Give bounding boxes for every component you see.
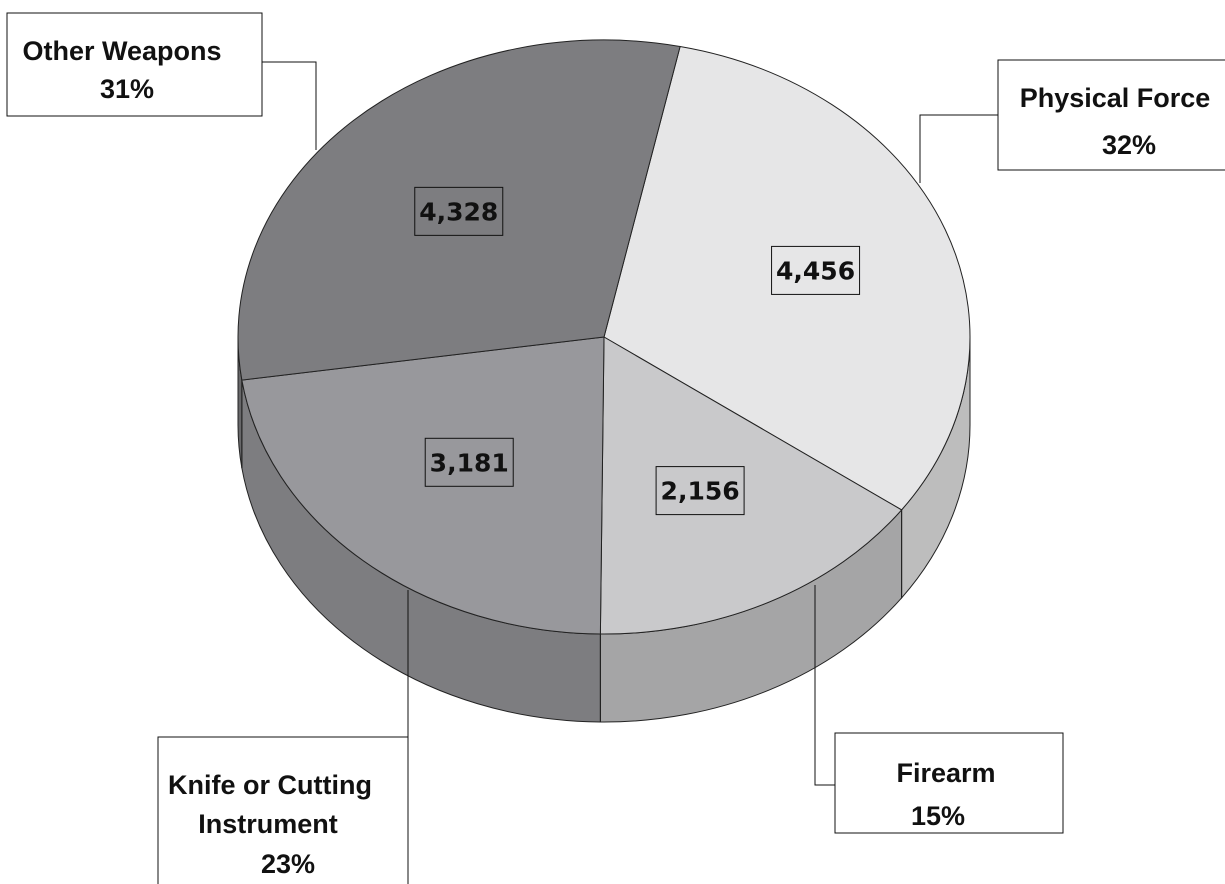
- callout-percent: 23%: [261, 849, 315, 879]
- leader-line: [919, 114, 998, 183]
- pie-value-labels: 4,456 2,156 3,181 4,328: [414, 186, 861, 516]
- callout-box: [997, 59, 1225, 171]
- leader-line: [262, 61, 317, 150]
- callout-name: Knife or Cutting: [168, 770, 372, 800]
- pie-side-walls: [237, 336, 971, 723]
- value-label-box: [424, 437, 514, 487]
- value-label: 2,156: [661, 477, 740, 506]
- callout-box: [834, 732, 1064, 834]
- callout-other-weapons: Other Weapons 31%: [6, 12, 317, 150]
- value-label: 4,328: [419, 197, 498, 226]
- pie-callouts: Physical Force 32% Firearm 15% Knife or Cutt…: [6, 12, 1225, 884]
- callout-percent: 15%: [911, 801, 965, 831]
- callout-knife-or-cutting-instrument: Knife or Cutting Instrument 23%: [157, 590, 409, 884]
- callout-physical-force: Physical Force 32%: [919, 59, 1225, 183]
- callout-percent: 32%: [1102, 130, 1156, 160]
- callout-box: [6, 12, 263, 117]
- callout-name: Physical Force: [1020, 83, 1211, 113]
- value-label-box: [655, 466, 745, 516]
- value-label: 4,456: [776, 256, 855, 285]
- callout-name: Instrument: [198, 809, 338, 839]
- pie-top: [237, 39, 971, 635]
- value-label-box: [771, 245, 861, 295]
- callout-firearm: Firearm 15%: [814, 585, 1064, 834]
- callout-name: Other Weapons: [22, 36, 221, 66]
- leader-line: [814, 585, 835, 786]
- callout-box: [157, 736, 409, 884]
- pie-slice-other-weapons: [237, 39, 681, 381]
- pie-slice-firearm: [599, 336, 903, 635]
- value-label: 3,181: [430, 448, 509, 477]
- pie-slice-physical-force: [603, 45, 971, 511]
- pie-slice-knife-or-cutting-instrument: [241, 336, 605, 635]
- callout-percent: 31%: [100, 74, 154, 104]
- value-label-box: [414, 186, 504, 236]
- callout-name: Firearm: [896, 758, 995, 788]
